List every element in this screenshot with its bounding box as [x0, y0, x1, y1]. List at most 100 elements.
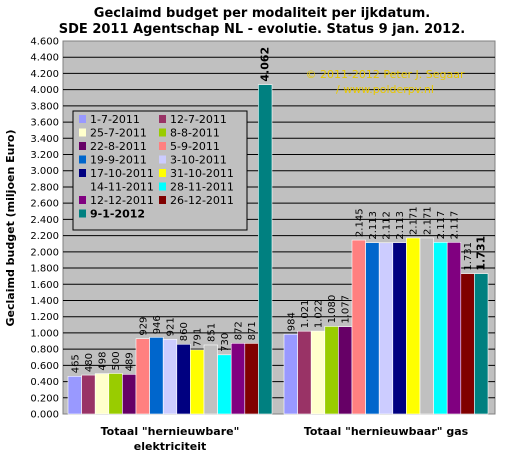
y-axis-ticks: 0.000 0.200 0.400 0.600 0.800 1.000 1.200 1.400…	[30, 37, 59, 421]
legend: 1-7-2011 12-7-2011 25-7-2011 8-8-2011 22-8-2…	[72, 110, 248, 231]
bar	[81, 374, 96, 415]
legend-label: 1-7-2011	[90, 113, 140, 126]
y-tick-label: 3.200	[30, 150, 59, 161]
data-label: 1.077	[341, 295, 352, 324]
legend-label: 19-9-2011	[90, 154, 147, 167]
legend-swatch	[79, 209, 86, 218]
legend-label: 17-10-2011	[90, 167, 154, 180]
y-tick-label: 3.600	[30, 118, 59, 129]
legend-swatch	[159, 142, 166, 150]
bar	[203, 344, 218, 415]
legend-label: 12-12-2011	[90, 194, 154, 207]
legend-label: 31-10-2011	[170, 167, 234, 180]
data-label: 1.080	[327, 295, 338, 324]
y-tick-label: 1.000	[30, 328, 59, 339]
bar	[135, 338, 150, 415]
bar	[190, 349, 205, 415]
data-label: 871	[247, 321, 258, 340]
bar	[446, 242, 462, 415]
bar	[324, 326, 339, 415]
data-label: 730	[220, 333, 231, 352]
data-label: 1.022	[314, 299, 325, 328]
bar	[149, 336, 164, 415]
legend-label: 8-8-2011	[170, 127, 220, 140]
y-tick-label: 1.600	[30, 280, 59, 291]
y-tick-label: 0.400	[30, 377, 59, 388]
y-tick-label: 0.800	[30, 345, 59, 356]
y-tick-label: 4.200	[30, 69, 59, 80]
legend-swatch	[79, 182, 86, 191]
legend-swatch	[159, 196, 166, 204]
legend-swatch	[79, 169, 86, 177]
y-tick-label: 0.600	[30, 361, 59, 372]
bar	[419, 237, 434, 415]
data-label: 489	[125, 352, 136, 371]
legend-swatch	[159, 182, 166, 191]
data-label: 946	[152, 315, 163, 334]
bar	[460, 273, 475, 415]
legend-swatch	[159, 169, 166, 177]
y-tick-label: 0.200	[30, 393, 59, 404]
data-label: 2.145	[354, 208, 365, 237]
bar	[258, 84, 273, 415]
category-label-2-line-1: Totaal "hernieuwbaar" gas	[304, 425, 469, 438]
data-label: 872	[234, 321, 245, 340]
y-tick-label: 4.400	[30, 53, 59, 64]
y-axis-label: Geclaimd budget (miljoen Euro)	[4, 130, 17, 327]
data-label: 791	[193, 328, 204, 347]
bar	[297, 330, 312, 415]
bar	[351, 239, 366, 415]
bar	[378, 242, 394, 415]
legend-label: 25-7-2011	[90, 127, 147, 140]
data-label: 2.171	[422, 206, 433, 235]
bar	[392, 242, 407, 415]
legend-swatch	[79, 196, 86, 204]
category-label-1-line-2: elektriciteit	[134, 440, 207, 453]
legend-label: 3-10-2011	[170, 154, 227, 167]
chart-title-line-2: SDE 2011 Agentschap NL - evolutie. Statu…	[59, 22, 465, 37]
y-tick-label: 2.200	[30, 231, 59, 242]
legend-swatch	[159, 115, 166, 123]
y-tick-label: 2.600	[30, 199, 59, 210]
legend-label: 14-11-2011	[90, 181, 154, 194]
category-label-1-line-1: Totaal "hernieuwbare"	[101, 425, 240, 438]
copyright-annotation-line-1: © 2011-2012 Peter J. Segaar	[305, 68, 465, 81]
legend-swatch	[159, 155, 166, 164]
data-label: 2.113	[395, 211, 406, 240]
bar	[406, 237, 421, 415]
y-tick-label: 3.000	[30, 166, 59, 177]
data-label: 929	[138, 317, 149, 336]
legend-label: 22-8-2011	[90, 140, 147, 153]
bar	[94, 373, 110, 415]
bar	[108, 373, 123, 415]
data-label: 921	[166, 317, 177, 336]
y-tick-label: 2.000	[30, 247, 59, 258]
data-label: 2.171	[409, 206, 420, 235]
legend-swatch	[79, 142, 86, 150]
data-label: 860	[179, 322, 190, 341]
data-label: 984	[286, 312, 297, 331]
legend-swatch	[79, 155, 86, 164]
bar	[474, 273, 489, 415]
bar	[244, 343, 259, 415]
chart-title-line-1: Geclaimd budget per modaliteit per ijkda…	[94, 6, 430, 21]
bar	[338, 326, 353, 415]
bar	[433, 242, 448, 415]
data-label: 4.062	[259, 47, 272, 82]
y-tick-label: 1.200	[30, 312, 59, 323]
copyright-annotation-line-2: / www.polderpv.nl	[336, 83, 434, 96]
data-label: 500	[111, 351, 122, 370]
bar	[176, 343, 191, 415]
data-label: 1.731	[475, 236, 488, 271]
legend-label: 12-7-2011	[170, 113, 227, 126]
y-tick-label: 1.800	[30, 264, 59, 275]
bar	[230, 342, 246, 415]
bar	[162, 339, 178, 415]
data-label: 465	[70, 354, 81, 373]
y-tick-label: 3.800	[30, 101, 59, 112]
legend-label: 26-12-2011	[170, 194, 234, 207]
bar	[67, 375, 82, 415]
bar	[122, 374, 137, 415]
data-label: 2.117	[450, 211, 461, 240]
